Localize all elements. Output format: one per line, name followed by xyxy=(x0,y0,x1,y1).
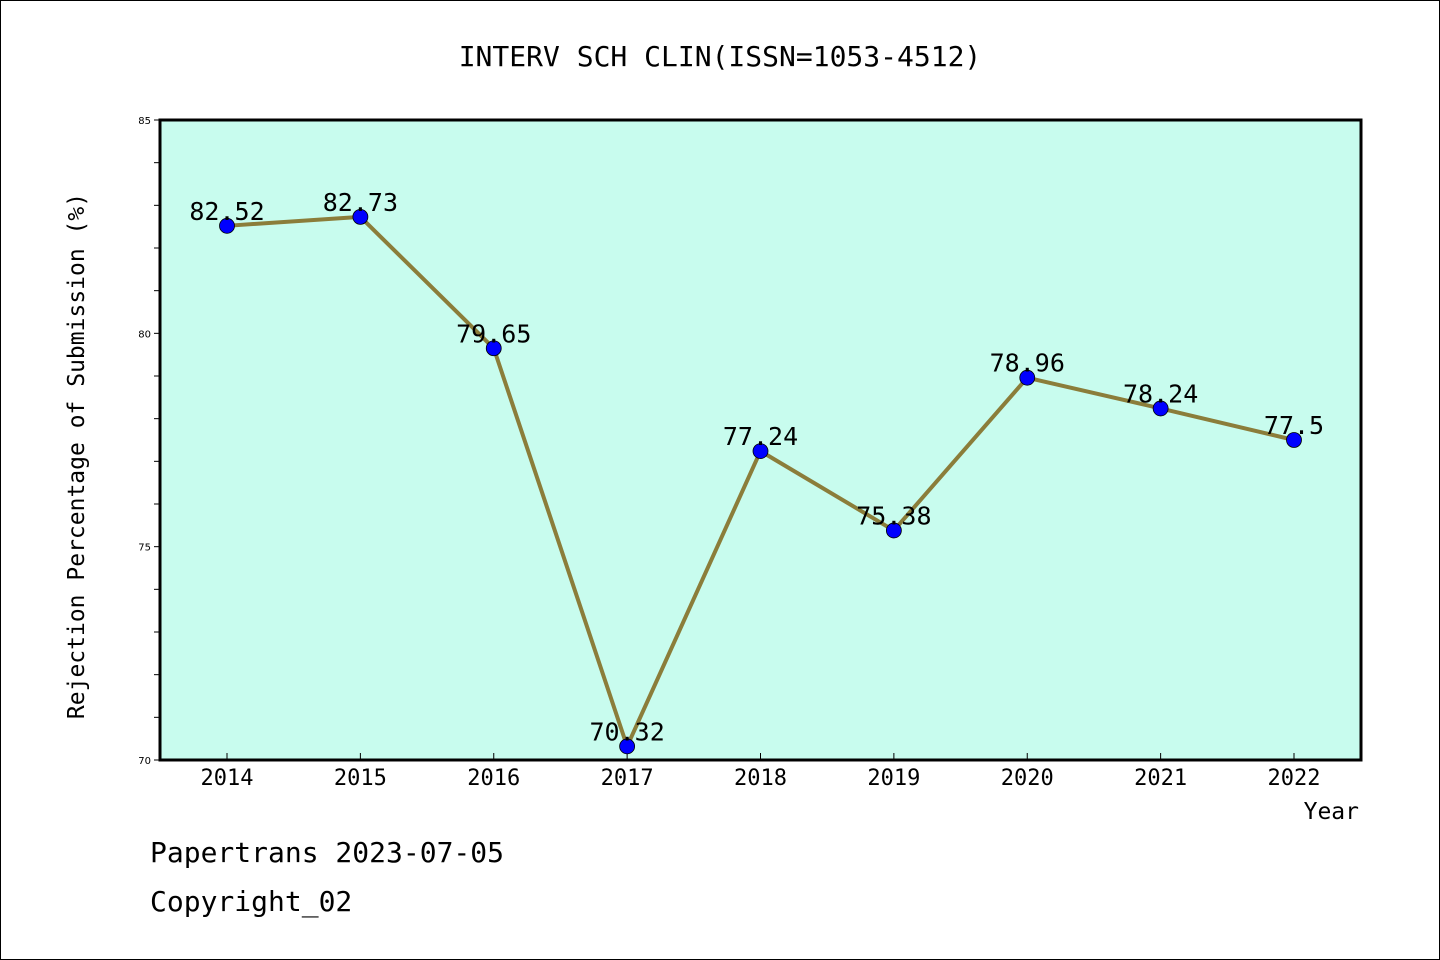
data-label: 78.96 xyxy=(990,349,1065,378)
y-tick-label: 80 xyxy=(138,329,151,340)
data-point xyxy=(1152,400,1169,417)
data-label: 77.24 xyxy=(723,422,798,451)
x-tick-label: 2018 xyxy=(734,766,787,791)
data-point xyxy=(1286,432,1302,448)
chart-title: INTERV SCH CLIN(ISSN=1053-4512) xyxy=(459,40,982,73)
data-label: 77.5 xyxy=(1264,411,1324,440)
plot-area xyxy=(160,120,1361,760)
x-tick-label: 2014 xyxy=(201,766,254,791)
x-tick-labels: 2014 2015 2016 2017 2018 2019 2020 2021 2022 xyxy=(201,766,1321,791)
y-tick-label: 75 xyxy=(138,543,151,554)
x-tick-label: 2021 xyxy=(1134,766,1187,791)
data-point xyxy=(352,208,369,225)
data-point xyxy=(885,522,902,539)
x-tick-label: 2022 xyxy=(1268,766,1321,791)
data-label: 70.32 xyxy=(589,717,664,746)
data-label: 75.38 xyxy=(856,501,931,530)
x-tick-label: 2020 xyxy=(1001,766,1054,791)
y-tick-label: 70 xyxy=(138,756,151,767)
y-tick-labels: 70 75 80 85 xyxy=(138,116,151,767)
data-label: 79.65 xyxy=(456,319,531,348)
data-point xyxy=(752,443,769,459)
x-tick-label: 2016 xyxy=(467,766,520,791)
y-axis-label: Rejection Percentage of Submission (%) xyxy=(64,193,90,719)
data-labels: 82.52 82.73 79.65 70.32 77.24 75.38 78.96 78.24… xyxy=(189,188,1324,746)
footer-date-line: Papertrans 2023-07-05 xyxy=(150,836,505,869)
data-label: 82.52 xyxy=(189,197,264,226)
x-tick-label: 2015 xyxy=(334,766,387,791)
data-point xyxy=(485,340,502,357)
plot-border xyxy=(158,118,1363,762)
data-point xyxy=(219,217,235,234)
data-point xyxy=(619,738,636,755)
data-point xyxy=(1019,369,1036,386)
y-tick-label: 85 xyxy=(138,116,151,127)
footer-copyright-line: Copyright_02 xyxy=(150,885,353,918)
data-label: 82.73 xyxy=(323,188,398,217)
x-axis-label: Year xyxy=(1304,799,1359,825)
x-tick-label: 2019 xyxy=(867,766,920,791)
x-tick-label: 2017 xyxy=(601,766,654,791)
data-label: 78.24 xyxy=(1123,379,1198,408)
data-markers xyxy=(219,208,1302,755)
